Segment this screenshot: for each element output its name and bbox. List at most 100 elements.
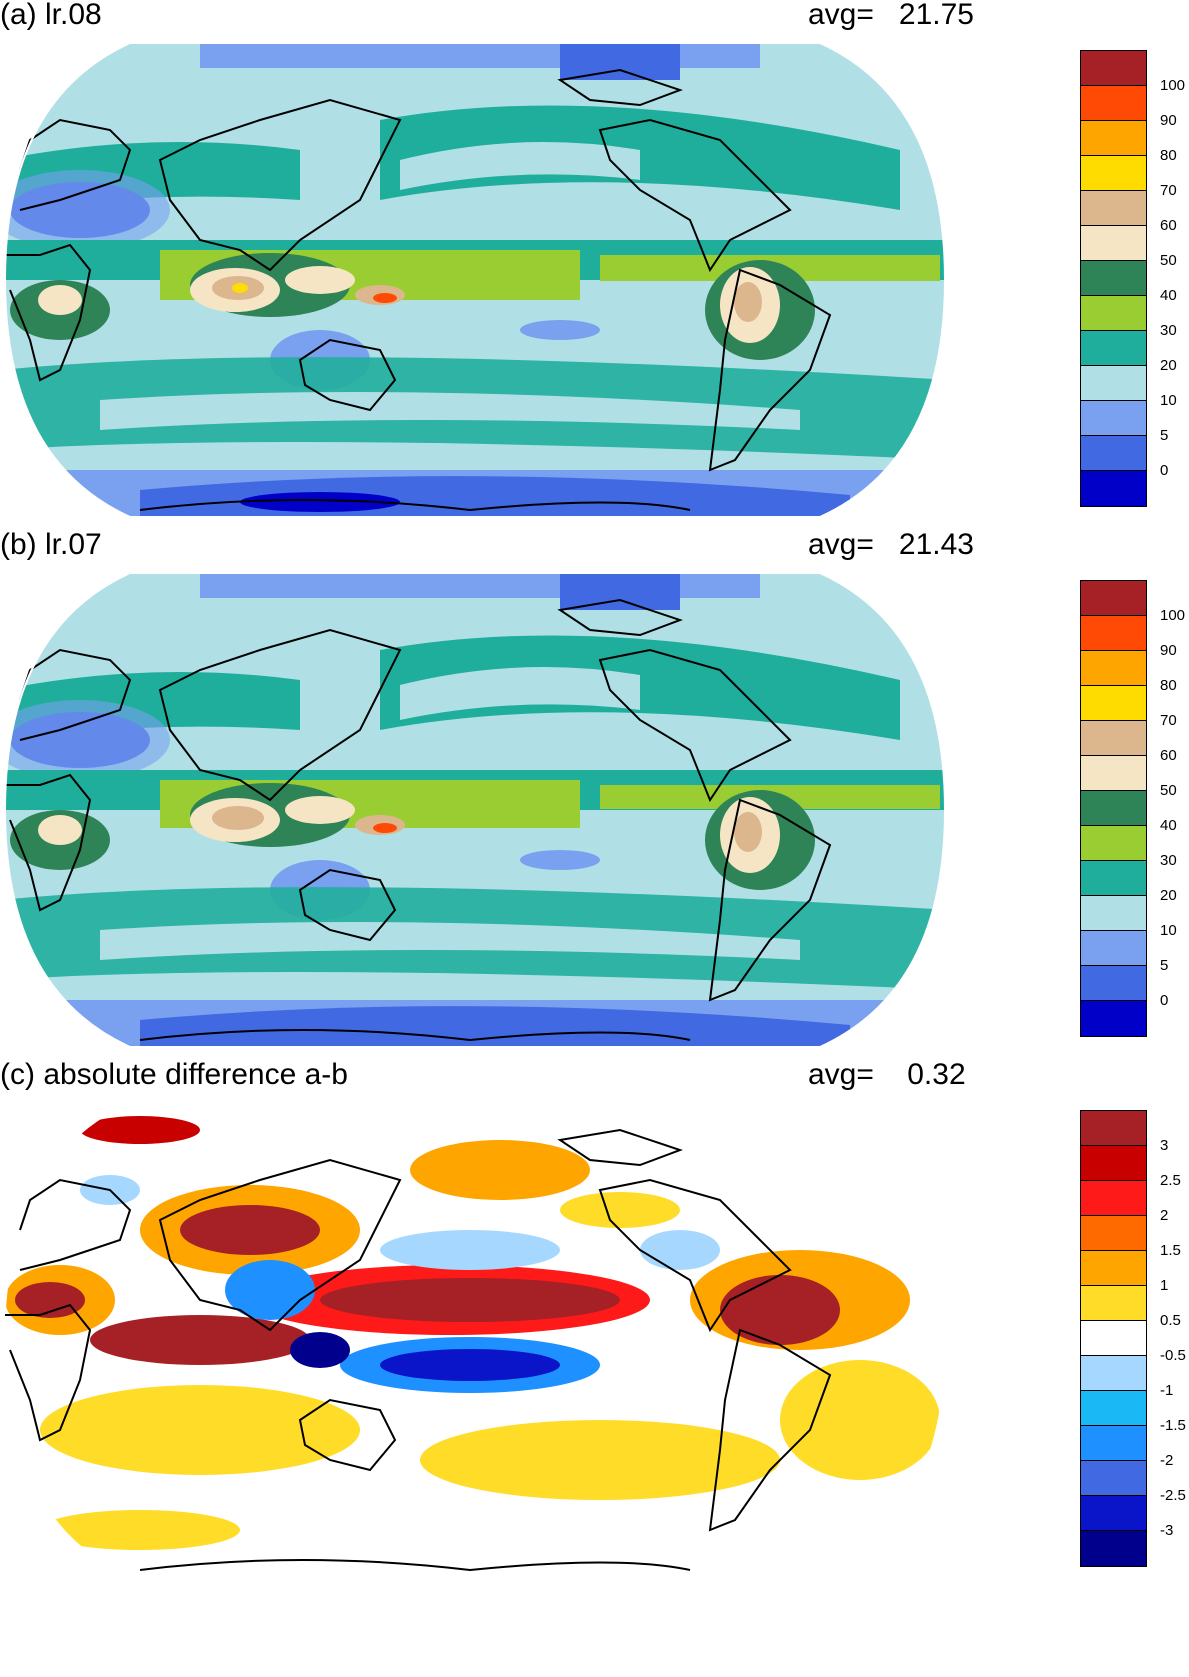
avg-value: 21.43 [898,528,974,561]
colorbar-tick-label: 50 [1160,252,1177,269]
colorbar-tick-label: 2.5 [1160,1172,1181,1189]
colorbar-swatch [1081,436,1146,471]
colorbar-tick-label: 100 [1160,77,1186,94]
colorbar-swatch [1081,1251,1146,1286]
colorbar-tick-label: 20 [1160,357,1177,374]
colorbar-tick-label: 1.5 [1160,1242,1181,1259]
colorbar-tick-label: 30 [1160,322,1177,339]
panel-a-coastlines [5,68,832,512]
colorbar-swatch [1081,616,1146,651]
colorbar-swatch [1081,1111,1146,1146]
colorbar-swatch [1081,226,1146,261]
colorbar-swatch [1081,1146,1146,1181]
panel-b-average: avg= 21.43 [808,530,974,560]
panel-b-map-border [3,572,947,1048]
colorbar-tick-label: 20 [1160,887,1177,904]
colorbar-swatch [1081,931,1146,966]
panel-a-title: (a) lr.08 [0,0,102,31]
colorbar-swatch [1081,861,1146,896]
panel-b-map [3,572,947,1048]
avg-label: avg= [808,1058,874,1091]
colorbar-swatch [1081,1461,1146,1496]
panel-a-map [3,42,947,518]
colorbar-tick-label: 40 [1160,817,1177,834]
colorbar-swatch [1081,261,1146,296]
colorbar-tick-label: 60 [1160,747,1177,764]
colorbar-tick-label: 40 [1160,287,1177,304]
colorbar-tick-label: 0.5 [1160,1312,1181,1329]
colorbar-swatch [1081,1216,1146,1251]
panel-b: (b) lr.07 avg= 21.43 [0,530,1189,1050]
panel-c-coastlines [5,1128,832,1572]
colorbar-tick-label: 0 [1160,992,1169,1009]
colorbar-swatch [1081,1321,1146,1356]
colorbar-swatch [1081,331,1146,366]
avg-value: 0.32 [907,1058,966,1091]
colorbar-swatch [1081,686,1146,721]
colorbar-tick-label: -2.5 [1160,1487,1186,1504]
colorbar-tick-label: 5 [1160,957,1169,974]
panel-b-coastlines [5,598,832,1042]
panel-a-map-border [3,42,947,518]
colorbar-swatch [1081,1181,1146,1216]
colorbar-tick-label: 90 [1160,642,1177,659]
colorbar-tick-label: -0.5 [1160,1347,1186,1364]
colorbar-tick-label: -3 [1160,1522,1174,1539]
colorbar-tick-label: 3 [1160,1137,1169,1154]
colorbar-tick-label: 80 [1160,677,1177,694]
panel-c-field [5,1103,945,1577]
colorbar-swatch [1081,1001,1146,1036]
avg-value: 21.75 [898,0,974,31]
colorbar-swatch [1081,1356,1146,1391]
colorbar-swatch [1081,1286,1146,1321]
colorbar-tick-label: 30 [1160,852,1177,869]
colorbar-swatch [1081,1531,1146,1566]
panel-c-colorbar [1080,1110,1147,1567]
colorbar-swatch [1081,366,1146,401]
colorbar-swatch [1081,1426,1146,1461]
colorbar-tick-label: -1 [1160,1382,1174,1399]
colorbar-tick-label: 0 [1160,462,1169,479]
colorbar-tick-label: 70 [1160,182,1177,199]
colorbar-swatch [1081,156,1146,191]
colorbar-swatch [1081,296,1146,331]
colorbar-tick-label: 100 [1160,607,1186,624]
panel-a-field [5,43,945,517]
colorbar-swatch [1081,1391,1146,1426]
colorbar-swatch [1081,651,1146,686]
colorbar-swatch [1081,1496,1146,1531]
panel-b-title: (b) lr.07 [0,528,102,561]
colorbar-swatch [1081,721,1146,756]
colorbar-tick-label: 80 [1160,147,1177,164]
colorbar-swatch [1081,826,1146,861]
panel-b-colorbar [1080,580,1147,1037]
colorbar-swatch [1081,581,1146,616]
colorbar-swatch [1081,121,1146,156]
colorbar-tick-label: 50 [1160,782,1177,799]
colorbar-swatch [1081,51,1146,86]
colorbar-tick-label: 70 [1160,712,1177,729]
colorbar-tick-label: -1.5 [1160,1417,1186,1434]
panel-c-map [5,1103,945,1577]
colorbar-swatch [1081,191,1146,226]
colorbar-swatch [1081,791,1146,826]
avg-label: avg= [808,528,874,561]
colorbar-tick-label: 60 [1160,217,1177,234]
colorbar-swatch [1081,756,1146,791]
colorbar-swatch [1081,471,1146,506]
panel-c-title: (c) absolute difference a-b [0,1058,348,1091]
colorbar-tick-label: 10 [1160,392,1177,409]
colorbar-tick-label: 5 [1160,427,1169,444]
avg-label: avg= [808,0,874,31]
colorbar-swatch [1081,896,1146,931]
colorbar-swatch [1081,401,1146,436]
colorbar-swatch [1081,966,1146,1001]
colorbar-tick-label: 10 [1160,922,1177,939]
panel-a-average: avg= 21.75 [808,0,974,30]
panel-c-average: avg= 0.32 [808,1060,966,1090]
colorbar-tick-label: 1 [1160,1277,1169,1294]
panel-a: (a) lr.08 avg= 21.75 [0,0,1189,520]
colorbar-tick-label: 90 [1160,112,1177,129]
panel-b-field [5,573,945,1047]
colorbar-swatch [1081,86,1146,121]
